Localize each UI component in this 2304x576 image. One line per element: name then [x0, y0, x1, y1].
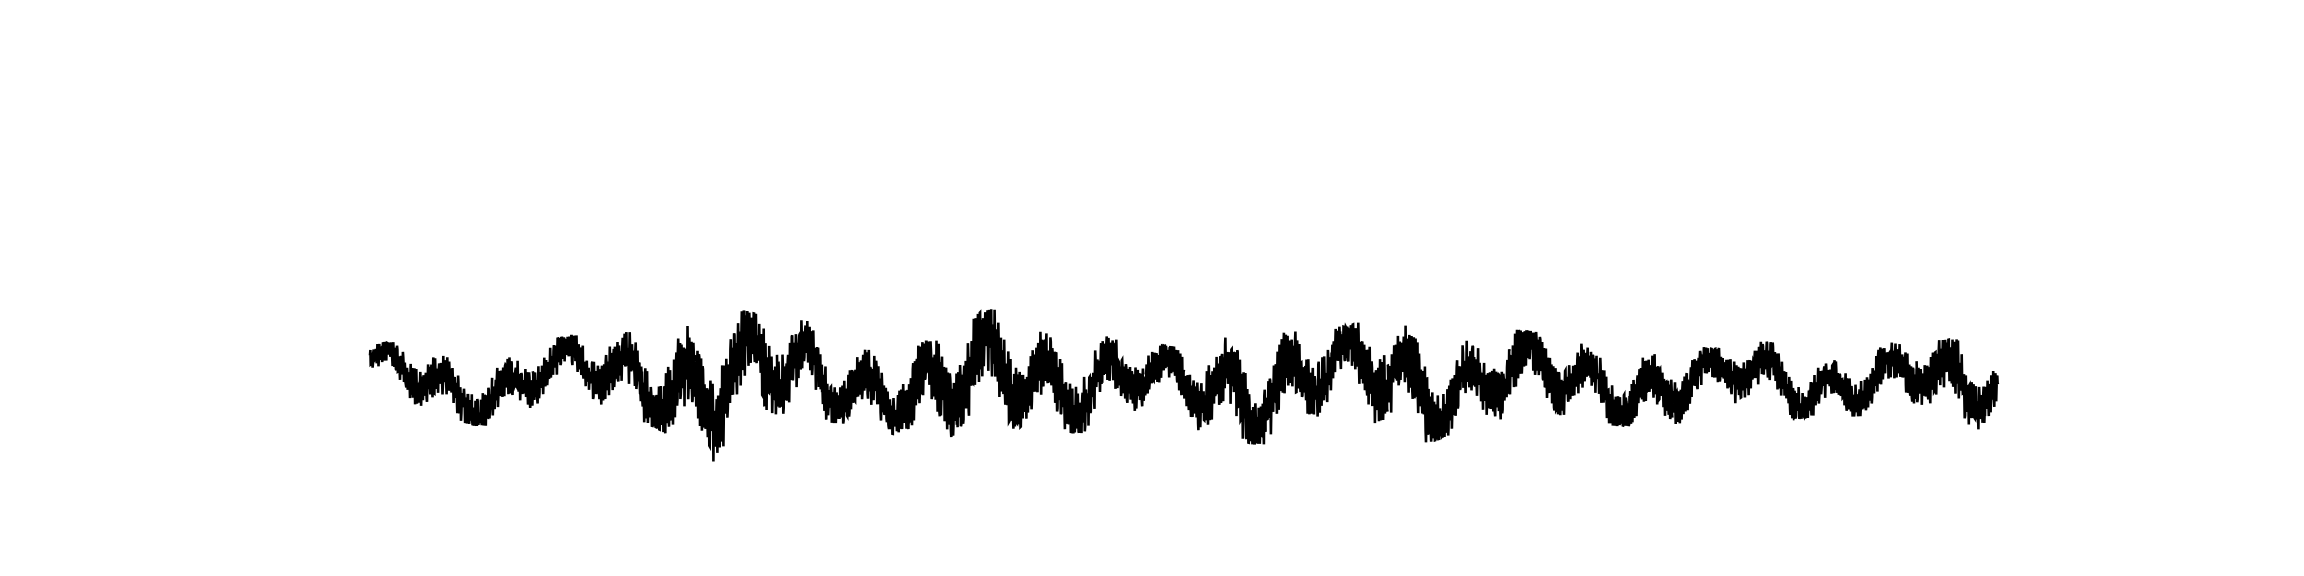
waveform-segment-20	[1182, 353, 1226, 431]
waveform-segment-28	[1508, 329, 1552, 399]
waveform-segment-32	[1671, 346, 1715, 425]
waveform-segment-13	[897, 340, 942, 430]
waveform-segment-30	[1589, 351, 1633, 428]
waveform-segment-0	[368, 340, 412, 399]
waveform-segment-6	[612, 331, 657, 428]
waveform-segment-36	[1833, 361, 1878, 417]
waveform-segment-15	[979, 309, 1023, 430]
waveform-segment-27	[1467, 345, 1511, 420]
waveform-segment-23	[1304, 322, 1349, 417]
waveform-segment-34	[1752, 341, 1796, 421]
waveform-segment-11	[816, 347, 860, 424]
waveform-segment-1	[409, 355, 453, 406]
waveform-segment-17	[1060, 343, 1104, 434]
waveform-segment-26	[1426, 340, 1471, 443]
waveform-segment-37	[1874, 342, 1918, 404]
waveform-segment-25	[1386, 325, 1430, 443]
waveform-segment-39	[1956, 340, 2000, 430]
waveform-segment-8	[694, 332, 738, 462]
waveform-segment-31	[1630, 354, 1674, 423]
waveform-segment-2	[450, 367, 494, 427]
waveform-segment-21	[1223, 337, 1267, 445]
waveform-segment-16	[1019, 331, 1064, 419]
waveform-segment-9	[735, 310, 779, 415]
waveform-segment-3	[490, 357, 535, 416]
waveform-segment-24	[1345, 322, 1389, 424]
waveform-segment-14	[938, 309, 982, 438]
waveform-segment-12	[857, 349, 901, 436]
waveform-segment-33	[1712, 347, 1755, 404]
waveform-segment-5	[572, 335, 616, 405]
waveform-segment-10	[775, 320, 819, 414]
waveform-series	[368, 309, 2000, 462]
waveform-segment-35	[1793, 360, 1837, 421]
waveform-segment-38	[1915, 338, 1959, 405]
waveform-segment-18	[1101, 336, 1145, 411]
waveform-segment-29	[1549, 343, 1593, 416]
waveform-segment-4	[531, 334, 575, 404]
waveform-segment-7	[654, 325, 697, 434]
waveform-segment-22	[1264, 331, 1308, 435]
waveform-segment-19	[1142, 343, 1186, 401]
